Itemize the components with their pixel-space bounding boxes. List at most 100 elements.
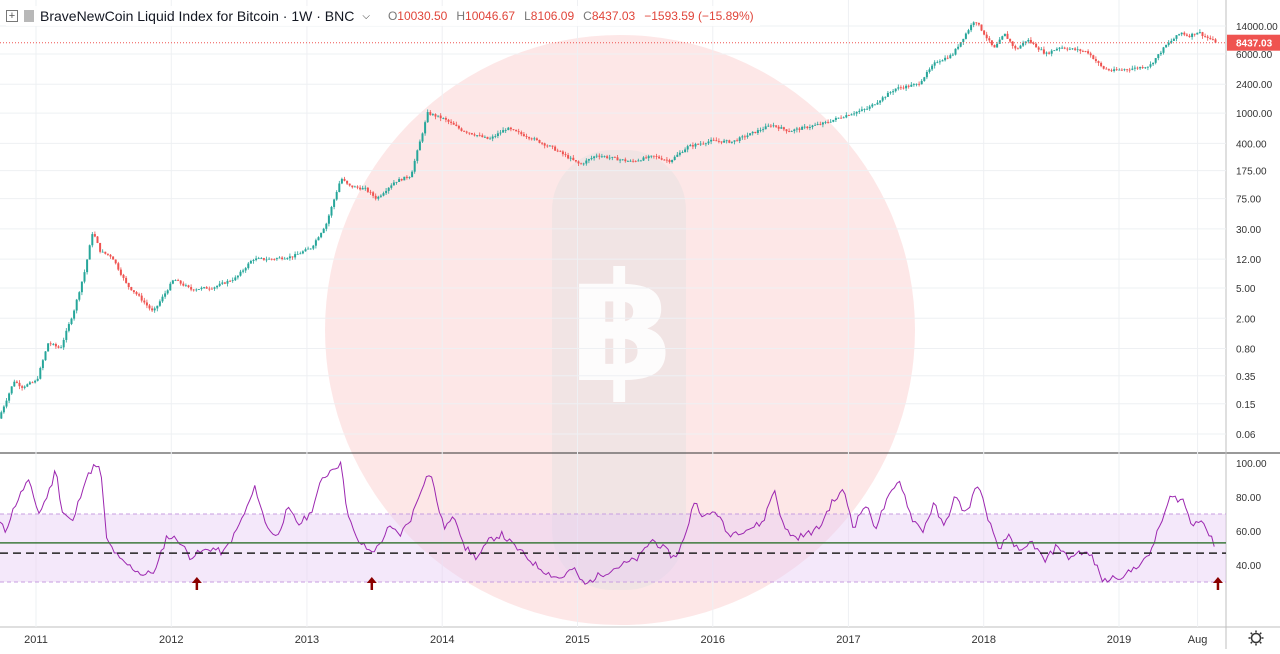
- candle-body: [1188, 35, 1191, 38]
- candle-body: [1167, 42, 1170, 45]
- candle-body: [470, 133, 473, 135]
- candle-body: [1102, 66, 1105, 69]
- candle-body: [941, 60, 944, 62]
- candle-body: [853, 113, 856, 115]
- candle-body: [1209, 37, 1212, 40]
- chevron-down-icon[interactable]: ⌵: [362, 10, 370, 22]
- candle-body: [286, 258, 289, 260]
- candle-body: [1196, 32, 1199, 35]
- candle-body: [1146, 66, 1149, 68]
- candle-body: [447, 119, 450, 122]
- plus-square-icon[interactable]: +: [6, 10, 18, 22]
- gear-tooth: [1250, 641, 1253, 644]
- gear-icon[interactable]: [1248, 630, 1264, 646]
- candle-body: [697, 143, 700, 145]
- candle-body: [988, 38, 991, 41]
- candle-body: [49, 343, 52, 345]
- candle-body: [637, 160, 640, 162]
- candle-body: [707, 141, 710, 144]
- candle-body: [1014, 45, 1017, 49]
- candle-body: [327, 215, 330, 224]
- candle-body: [96, 236, 99, 243]
- candle-body: [600, 156, 603, 158]
- candle-body: [983, 30, 986, 35]
- candle-body: [34, 380, 37, 383]
- candle-body: [473, 134, 476, 136]
- candle-body: [104, 251, 107, 254]
- candle-body: [512, 129, 515, 131]
- candle-body: [320, 232, 323, 238]
- candle-body: [164, 293, 167, 297]
- price-tick-label: 2400.00: [1236, 80, 1273, 91]
- candle-body: [1178, 34, 1181, 36]
- candle-body: [1087, 51, 1090, 54]
- candle-body: [954, 48, 957, 55]
- candle-body: [249, 260, 252, 264]
- time-tick-label: Aug: [1188, 634, 1208, 646]
- candle-body: [918, 83, 921, 85]
- candle-body: [421, 133, 424, 142]
- ohlc-high: H10046.67: [456, 9, 516, 23]
- candle-body: [684, 149, 687, 153]
- candle-body: [824, 121, 827, 123]
- candle-body: [226, 280, 229, 284]
- candles: [0, 21, 1217, 419]
- candle-body: [845, 115, 848, 118]
- candle-body: [47, 343, 50, 352]
- candle-body: [252, 260, 255, 261]
- time-tick-label: 2011: [24, 634, 48, 646]
- candle-body: [777, 126, 780, 129]
- rsi-tick-label: 80.00: [1236, 493, 1261, 504]
- candle-body: [333, 199, 336, 207]
- candle-body: [301, 251, 304, 254]
- symbol-title[interactable]: BraveNewCoin Liquid Index for Bitcoin · …: [40, 8, 355, 24]
- arrow-up-icon: [1212, 577, 1223, 590]
- candle-body: [702, 143, 705, 145]
- candle-body: [720, 141, 723, 143]
- price-tick-label: 0.15: [1236, 400, 1256, 411]
- candle-body: [871, 104, 874, 107]
- candle-body: [613, 156, 616, 158]
- candle-body: [1144, 67, 1147, 69]
- candle-body: [502, 130, 505, 133]
- candle-body: [860, 109, 863, 111]
- candle-body: [177, 280, 180, 282]
- candle-body: [580, 163, 583, 165]
- candle-body: [351, 185, 354, 188]
- candle-body: [494, 136, 497, 137]
- candle-body: [348, 183, 351, 186]
- candle-body: [949, 55, 952, 59]
- candle-body: [743, 136, 746, 138]
- candle-body: [996, 43, 999, 48]
- candle-body: [827, 121, 830, 123]
- gear-tooth: [1250, 632, 1253, 635]
- candle-body: [496, 133, 499, 137]
- candle-body: [325, 223, 328, 229]
- candle-body: [1183, 32, 1186, 35]
- price-tick-label: 1000.00: [1236, 109, 1273, 120]
- candle-body: [91, 234, 94, 246]
- time-tick-label: 2019: [1107, 634, 1131, 646]
- candle-body: [678, 152, 681, 155]
- candle-body: [1180, 32, 1183, 35]
- candle-body: [577, 161, 580, 164]
- candle-body: [239, 271, 242, 276]
- candle-body: [886, 92, 889, 97]
- candle-body: [187, 285, 190, 288]
- candle-body: [429, 112, 432, 115]
- candle-body: [463, 130, 466, 132]
- gear-tooth: [1259, 641, 1262, 644]
- candle-body: [889, 92, 892, 94]
- candle-body: [1123, 69, 1126, 71]
- candle-body: [1214, 39, 1217, 43]
- candle-body: [593, 156, 596, 159]
- candle-body: [967, 30, 970, 34]
- candle-body: [775, 125, 778, 127]
- candle-body: [598, 155, 601, 157]
- candle-body: [15, 381, 18, 383]
- candle-body: [650, 155, 653, 157]
- candle-body: [655, 155, 658, 157]
- candle-body: [658, 156, 661, 159]
